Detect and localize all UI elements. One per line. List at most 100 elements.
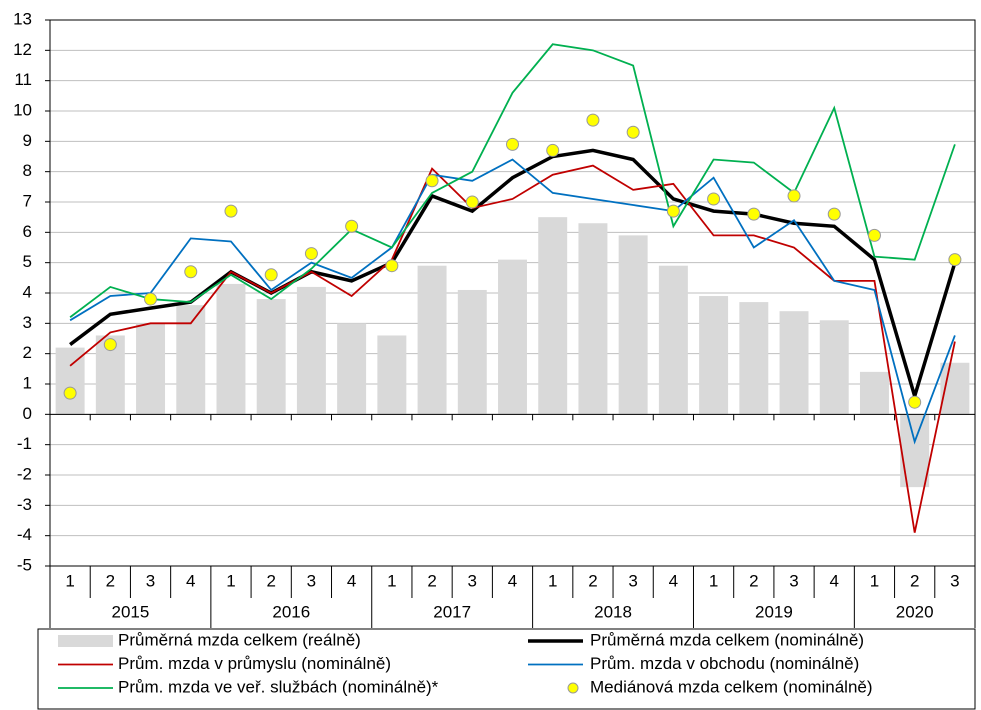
bar [739, 302, 769, 415]
group-label: 2018 [594, 602, 632, 621]
bar [900, 414, 930, 488]
group-label: 2015 [112, 602, 150, 621]
legend-label: Prům. mzda v průmyslu (nominálně) [118, 654, 391, 673]
x-tick-label: 1 [870, 571, 879, 590]
y-tick-label: 11 [14, 70, 32, 89]
x-tick-label: 3 [628, 571, 637, 590]
marker [948, 253, 962, 267]
bar [176, 305, 206, 415]
marker [63, 386, 77, 400]
x-tick-label: 1 [548, 571, 557, 590]
x-tick-label: 3 [468, 571, 477, 590]
legend-swatch [567, 682, 579, 694]
x-tick-label: 3 [950, 571, 959, 590]
x-tick-label: 2 [910, 571, 919, 590]
marker [546, 143, 560, 157]
marker [827, 207, 841, 221]
line [69, 148, 957, 403]
x-tick-label: 2 [266, 571, 275, 590]
x-tick-label: 4 [669, 571, 678, 590]
bar [819, 320, 849, 415]
x-tick-label: 1 [709, 571, 718, 590]
x-tick-label: 2 [588, 571, 597, 590]
group-label: 2020 [896, 602, 934, 621]
marker [144, 292, 158, 306]
y-tick-label: 3 [23, 313, 32, 332]
marker [867, 228, 881, 242]
line [69, 164, 956, 533]
group-label: 2019 [755, 602, 793, 621]
y-tick-label: 2 [23, 343, 32, 362]
marker [184, 265, 198, 279]
marker [385, 259, 399, 273]
x-tick-label: 3 [307, 571, 316, 590]
marker [345, 219, 359, 233]
bar [618, 235, 648, 415]
bar [136, 323, 166, 415]
y-tick-label: -2 [17, 464, 32, 483]
x-tick-label: 1 [387, 571, 396, 590]
marker [304, 247, 318, 261]
y-tick-label: 7 [23, 191, 32, 210]
line [69, 158, 956, 445]
marker [908, 395, 922, 409]
bar [779, 311, 809, 415]
x-tick-label: 1 [65, 571, 74, 590]
y-tick-label: 12 [13, 40, 32, 59]
marker [506, 137, 519, 151]
line [69, 43, 956, 318]
x-tick-label: 4 [347, 571, 356, 590]
x-tick-label: 4 [830, 571, 839, 590]
legend-label: Mediánová mzda celkem (nominálně) [590, 677, 873, 696]
marker [747, 207, 761, 221]
group-label: 2017 [433, 602, 471, 621]
bar [337, 323, 367, 415]
x-tick-label: 2 [106, 571, 115, 590]
bar [216, 283, 246, 415]
marker [425, 174, 439, 188]
marker [264, 268, 278, 282]
bar [538, 217, 568, 415]
bar [498, 259, 527, 415]
bar [578, 223, 608, 415]
y-tick-label: 10 [13, 100, 32, 119]
legend-label: Průměrná mzda celkem (reálně) [118, 630, 361, 649]
bar [859, 371, 889, 415]
marker [707, 192, 721, 206]
bar [256, 299, 286, 415]
bar [699, 296, 729, 415]
plot-border [49, 19, 976, 567]
x-tick-label: 3 [789, 571, 798, 590]
y-tick-label: -3 [17, 495, 32, 514]
y-tick-label: 8 [23, 161, 32, 180]
y-tick-label: 4 [23, 282, 32, 301]
bar [658, 265, 688, 415]
marker [103, 338, 117, 352]
group-label: 2016 [272, 602, 310, 621]
x-tick-label: 4 [186, 571, 195, 590]
marker [465, 195, 479, 209]
legend-label: Průměrná mzda celkem (nominálně) [590, 630, 864, 649]
x-tick-label: 2 [749, 571, 758, 590]
bar [377, 335, 407, 415]
bar [296, 286, 326, 415]
legend-label: Prům. mzda ve veř. službách (nominálně)* [118, 677, 439, 696]
y-tick-label: 5 [23, 252, 32, 271]
y-tick-label: -4 [17, 525, 32, 544]
y-tick-label: -1 [17, 434, 32, 453]
x-tick-label: 1 [226, 571, 235, 590]
y-tick-label: 6 [23, 222, 32, 241]
y-tick-label: 1 [23, 373, 32, 392]
marker [224, 204, 238, 218]
y-tick-label: 13 [13, 9, 32, 28]
legend-box [37, 628, 976, 710]
x-tick-label: 3 [146, 571, 155, 590]
y-tick-label: 9 [23, 131, 32, 150]
marker [586, 113, 600, 127]
bar [457, 289, 487, 415]
legend-swatch [58, 635, 113, 647]
marker [666, 204, 680, 218]
marker [787, 189, 801, 203]
marker [626, 125, 640, 139]
